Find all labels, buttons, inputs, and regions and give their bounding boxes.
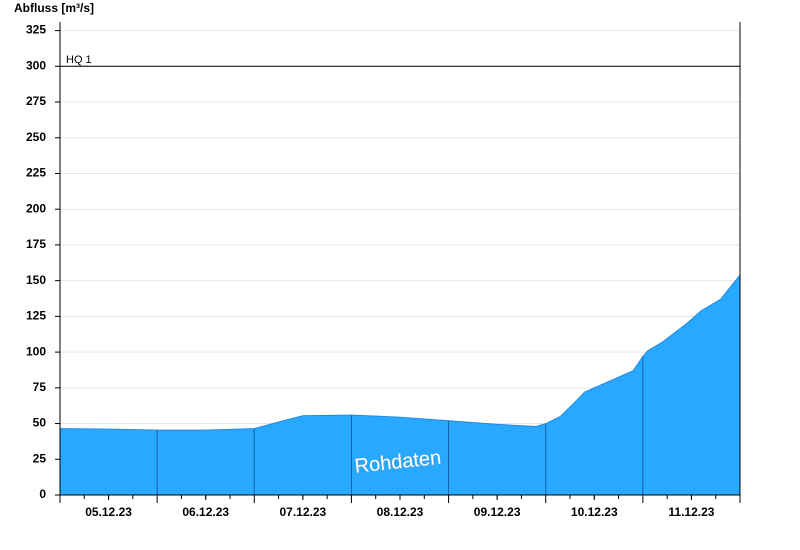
y-tick-label: 50	[33, 416, 47, 430]
y-tick-label: 25	[33, 451, 47, 465]
y-tick-label: 300	[26, 58, 46, 72]
area	[59, 273, 741, 496]
y-tick-label: 200	[26, 201, 46, 215]
y-tick-label: 275	[26, 94, 46, 108]
y-tick-label: 125	[26, 309, 46, 323]
y-tick-label: 250	[26, 130, 46, 144]
x-tick-label: 09.12.23	[474, 505, 521, 519]
y-tick-label: 0	[39, 487, 46, 501]
y-axis-label: Abfluss [m³/s]	[14, 1, 94, 15]
x-tick-label: 11.12.23	[668, 505, 714, 519]
y-tick-label: 225	[26, 166, 46, 180]
x-tick-label: 05.12.23	[85, 505, 132, 519]
y-tick-label: 100	[26, 344, 46, 358]
y-tick-label: 325	[26, 23, 46, 37]
y-tick-label: 75	[33, 380, 47, 394]
x-tick-label: 07.12.23	[279, 505, 326, 519]
y-tick-label: 150	[26, 273, 46, 287]
x-tick-label: 06.12.23	[182, 505, 229, 519]
y-tick-label: 175	[26, 237, 46, 251]
threshold-label: HQ 1	[66, 54, 92, 66]
x-tick-label: 10.12.23	[571, 505, 618, 519]
x-tick-label: 08.12.23	[377, 505, 424, 519]
